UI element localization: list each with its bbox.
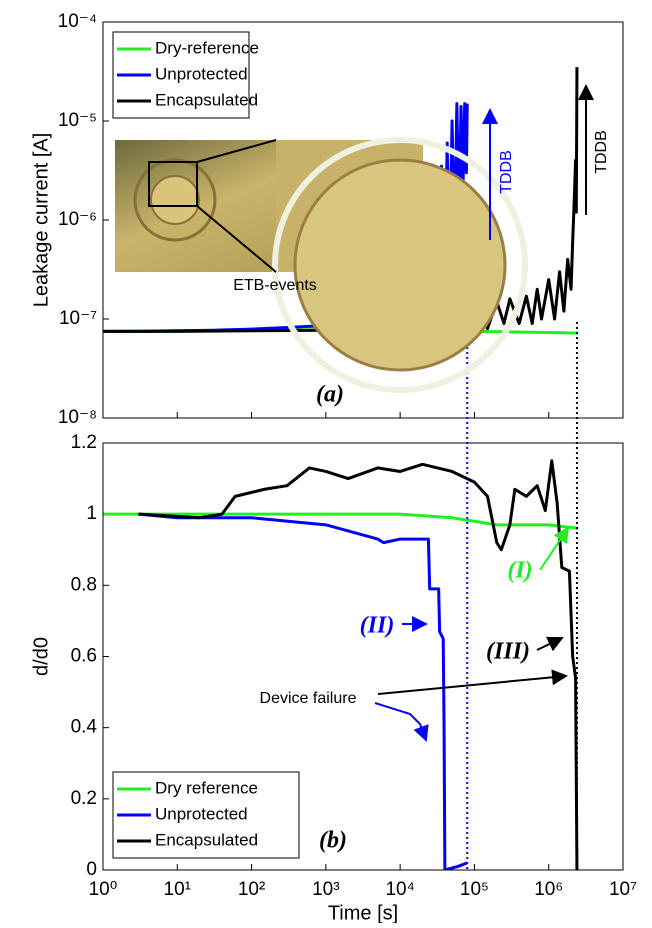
legend-label: Dry-reference <box>155 38 259 57</box>
legend-label: Unprotected <box>155 64 248 83</box>
x-tick-label: 10⁶ <box>534 879 563 900</box>
y-tick-label: 0.8 <box>71 574 97 595</box>
y-tick-label: 10⁻⁷ <box>59 308 97 329</box>
annotation: Device failure <box>260 690 357 707</box>
y-tick-label: 0 <box>86 859 97 880</box>
axes-frame <box>102 21 624 419</box>
plot-data: 10⁻⁸ 10⁻⁷ 10⁻⁶ 10⁻⁵ 10⁻⁴ Leakage current [A] D… <box>30 11 637 924</box>
annotation-arrow <box>374 702 429 742</box>
data-line <box>138 459 579 870</box>
legend-label: Encapsulated <box>155 90 258 109</box>
annotation-arrow <box>539 526 570 571</box>
y-axis-label: Leakage current [A] <box>30 133 52 308</box>
series-group <box>103 459 579 870</box>
annotation: (II) <box>360 613 395 639</box>
data-line <box>103 512 579 530</box>
y-tick-label: 0.4 <box>71 717 98 738</box>
legend-label: Dry reference <box>155 778 258 797</box>
panel-label: (a) <box>316 382 344 408</box>
x-tick-label: 10² <box>238 879 265 900</box>
x-axis-label: Time [s] <box>328 902 398 923</box>
y-tick-label: 10⁻⁶ <box>58 209 97 230</box>
x-tick-label: 10⁵ <box>460 879 489 900</box>
x-tick-label: 10⁷ <box>609 879 637 900</box>
panel-label: (b) <box>319 828 347 854</box>
annotation-arrow <box>536 636 564 652</box>
y-tick-label: 10⁻⁵ <box>58 110 97 131</box>
y-tick-label: 0.2 <box>71 788 97 809</box>
y-tick-label: 1 <box>86 503 97 524</box>
annotation: ETB-events <box>233 277 317 294</box>
x-tick-label: 10³ <box>312 879 339 900</box>
legend-label: Encapsulated <box>155 830 258 849</box>
annotation: (I) <box>507 558 532 584</box>
annotation: TDDB <box>498 150 515 194</box>
data-line <box>138 512 468 870</box>
inset-photo <box>115 137 528 393</box>
annotation-arrow <box>377 669 568 695</box>
y-tick-label: 10⁻⁴ <box>58 11 97 32</box>
legend-label: Unprotected <box>155 804 248 823</box>
y-tick-label: 0.6 <box>71 646 97 667</box>
x-tick-label: 10¹ <box>164 879 191 900</box>
x-tick-label: 10⁴ <box>385 879 414 900</box>
annotation: TDDB <box>593 130 610 174</box>
y-tick-label: 1.2 <box>71 432 97 453</box>
axes-frame <box>102 442 624 871</box>
annotation: (III) <box>486 639 530 665</box>
x-tick-label: 10⁰ <box>89 879 118 900</box>
y-axis-label: d/d0 <box>30 637 52 676</box>
y-tick-label: 10⁻⁸ <box>58 407 97 428</box>
